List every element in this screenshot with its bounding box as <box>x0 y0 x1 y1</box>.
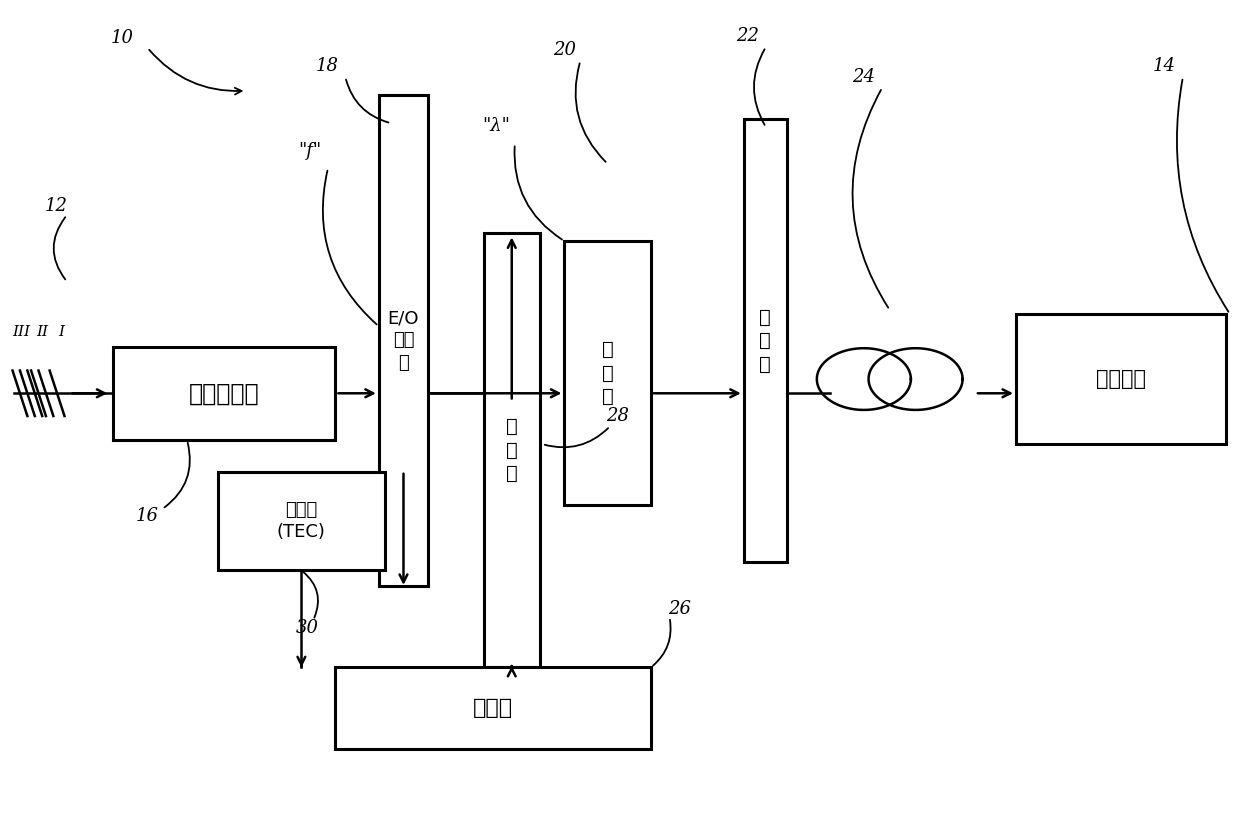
Text: "λ": "λ" <box>482 117 510 135</box>
Text: 10: 10 <box>112 29 134 47</box>
FancyBboxPatch shape <box>484 233 539 667</box>
FancyBboxPatch shape <box>113 346 336 440</box>
Text: 26: 26 <box>668 600 691 618</box>
Text: 28: 28 <box>606 407 629 425</box>
Text: 下游站点: 下游站点 <box>1096 369 1146 389</box>
Text: 16: 16 <box>136 507 159 525</box>
Text: 24: 24 <box>852 68 875 86</box>
Text: 12: 12 <box>45 197 67 215</box>
FancyBboxPatch shape <box>378 95 428 586</box>
Text: 20: 20 <box>553 41 575 59</box>
FancyBboxPatch shape <box>564 241 651 505</box>
Text: II: II <box>36 325 48 339</box>
Text: 放
大
器: 放 大 器 <box>759 307 771 373</box>
Text: "f": "f" <box>298 142 321 160</box>
Text: 滤
波
器: 滤 波 器 <box>601 340 614 406</box>
Text: III: III <box>12 325 30 339</box>
Text: 调谐器
(TEC): 调谐器 (TEC) <box>277 501 326 541</box>
FancyBboxPatch shape <box>1016 314 1226 444</box>
FancyBboxPatch shape <box>336 667 651 749</box>
Text: 温
度
计: 温 度 计 <box>506 417 517 483</box>
Text: 计算机: 计算机 <box>474 698 513 718</box>
FancyBboxPatch shape <box>744 119 787 562</box>
Text: I: I <box>58 325 63 339</box>
Text: E/O
转换
器: E/O 转换 器 <box>388 309 419 372</box>
Text: 30: 30 <box>295 619 319 637</box>
Text: 调制解调器: 调制解调器 <box>188 381 259 405</box>
Text: 14: 14 <box>1153 57 1176 75</box>
Text: 18: 18 <box>315 57 339 75</box>
Text: 22: 22 <box>735 28 759 46</box>
FancyBboxPatch shape <box>218 473 384 570</box>
